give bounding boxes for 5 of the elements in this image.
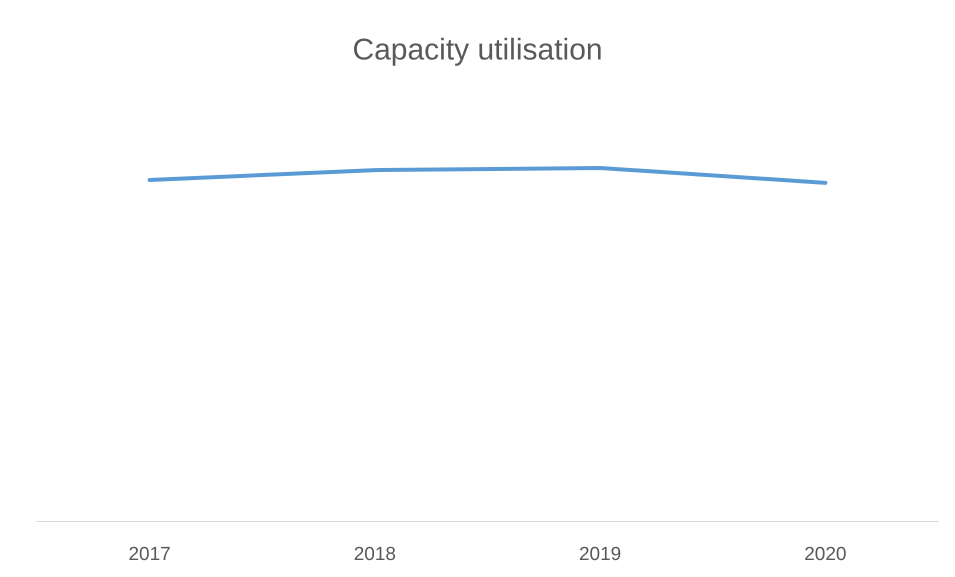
chart-title: Capacity utilisation	[352, 34, 603, 66]
x-tick-label: 2019	[578, 544, 622, 565]
x-tick-label: 2018	[354, 544, 396, 565]
x-tick-label: 2017	[128, 544, 171, 565]
x-tick-label: 2020	[804, 544, 847, 565]
